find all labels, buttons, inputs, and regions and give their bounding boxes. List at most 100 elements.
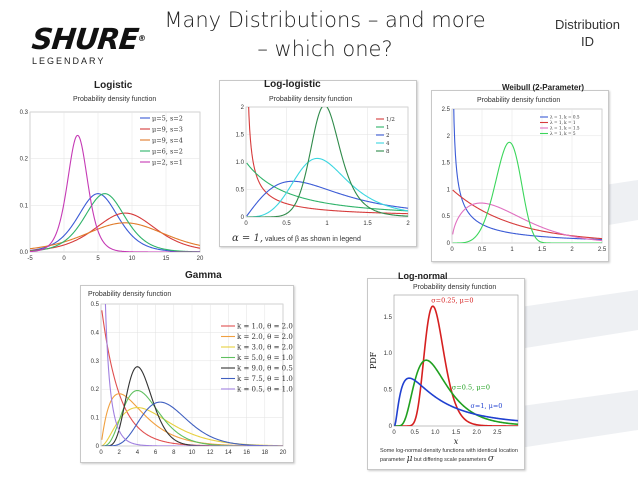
series-label: σ=1, μ=0 xyxy=(470,402,502,410)
x-tick-label: 20 xyxy=(197,256,204,262)
y-tick-label: 0 xyxy=(447,241,451,247)
x-tick-label: 4 xyxy=(136,450,140,456)
weibull-plot: 0 0.5 1 1.5 2 2.5 0 0.5 1 1.5 2 2.5 λ = 1, k = 0.5 λ … xyxy=(432,105,608,259)
x-tick-label: 1.5 xyxy=(538,247,547,253)
y-tick-label: 0.5 xyxy=(384,388,393,394)
loglogistic-title: Log-logistic xyxy=(264,79,321,90)
corner-label: Distribution ID xyxy=(540,16,635,50)
y-tick-label: 0.0 xyxy=(20,250,29,256)
x-tick-label: 10 xyxy=(189,450,196,456)
legend-label: k = 3.0, θ = 2.0 xyxy=(237,343,293,351)
series-line xyxy=(30,212,200,252)
weibull-chart: 0 0.5 1 1.5 2 2.500.511.522.5λ = 1, k = 0.5λ … xyxy=(442,107,607,253)
series-line xyxy=(30,134,200,252)
y-tick-label: 0.1 xyxy=(91,416,100,422)
x-tick-label: 0 xyxy=(392,430,396,436)
caption-rest: values of β as shown in legend xyxy=(264,236,361,243)
x-tick-label: 1.5 xyxy=(452,430,461,436)
x-tick-label: 14 xyxy=(225,450,232,456)
lognormal-header: Probability density function xyxy=(413,284,497,291)
gamma-title: Gamma xyxy=(185,270,222,281)
series-line xyxy=(453,109,602,241)
series-label: σ=0.5, μ=0 xyxy=(452,384,490,392)
loglogistic-header: Probability density function xyxy=(269,96,353,103)
gamma-header: Probability density function xyxy=(88,291,172,298)
legend-label: k = 5.0, θ = 1.0 xyxy=(237,354,293,362)
corner-line-1: Distribution xyxy=(554,17,621,32)
series-line xyxy=(452,141,602,243)
legend-label: λ = 1, k = 1.5 xyxy=(550,125,580,130)
lognormal-title: Log-normal xyxy=(398,271,448,281)
x-tick-label: 0 xyxy=(244,221,248,227)
x-tick-label: -5 xyxy=(27,256,33,262)
legend-label: 1 xyxy=(386,125,390,131)
legend-label: k = 2.0, θ = 2.0 xyxy=(237,333,293,341)
y-tick-label: 0.5 xyxy=(442,214,451,220)
x-tick-label: 0 xyxy=(450,247,454,253)
x-tick-label: 10 xyxy=(129,256,136,262)
y-tick-label: 1.0 xyxy=(384,351,393,357)
y-tick-label: 2.5 xyxy=(442,107,451,113)
logistic-plot: -5 0 5 10 15 20 0.0 0.1 0.2 0.3 μ=5, s=2 μ=9, s=3 μ=… xyxy=(8,104,208,266)
legend-label: λ = 1, k = 0.5 xyxy=(550,114,580,119)
series-line xyxy=(246,157,408,217)
legend-label: λ = 1, k = 1 xyxy=(550,120,576,125)
legend-label: 8 xyxy=(386,149,390,155)
x-tick-label: 2 xyxy=(118,450,122,456)
y-tick-label: 1 xyxy=(447,187,451,193)
series-line xyxy=(452,202,602,242)
x-tick-label: 2 xyxy=(570,247,574,253)
logo-tagline: LEGENDARY xyxy=(32,56,106,66)
x-tick-label: 8 xyxy=(172,450,176,456)
y-tick-label: 0.3 xyxy=(91,359,100,365)
legend-label: k = 0.5, θ = 1.0 xyxy=(237,385,293,393)
loglogistic-chart: 0 0.5 1 1.5 2 0 0.5 1.0 1.5 2 1/2 1 2 4 8 xyxy=(236,105,411,227)
y-tick-label: 1.5 xyxy=(236,133,245,139)
y-tick-label: 0.3 xyxy=(20,110,29,116)
legend-label: 4 xyxy=(386,141,390,147)
caption-alpha: α = 1, xyxy=(232,233,264,244)
series-line xyxy=(101,366,283,446)
gamma-panel: Gamma Probability density function 0 2 4 6 8… xyxy=(80,270,294,463)
lognormal-caption: Some log-normal density functions with i… xyxy=(380,447,518,464)
logo-reg: ® xyxy=(137,34,146,43)
x-tick-label: 0.5 xyxy=(282,221,291,227)
series-line xyxy=(30,222,200,250)
legend-label: μ=5, s=2 xyxy=(152,114,183,122)
y-tick-label: 0.5 xyxy=(91,302,100,308)
loglogistic-panel: Log-logistic Probability density functio… xyxy=(219,79,417,247)
gamma-plot: 0 2 4 6 8 10 12 14 16 18 20 0 0.1 0.2 0.3 0.4 0.5 k = 1.0… xyxy=(81,300,293,460)
x-tick-label: 1 xyxy=(510,247,514,253)
weibull-panel: Weibull (2-Parameter) Probability densit… xyxy=(431,83,609,262)
series-line xyxy=(246,107,408,217)
legend-label: k = 7.5, θ = 1.0 xyxy=(237,375,293,383)
weibull-title: Weibull (2-Parameter) xyxy=(502,83,585,92)
series-line xyxy=(452,189,602,240)
series-line xyxy=(104,304,283,446)
legend-label: μ=2, s=1 xyxy=(152,158,183,166)
x-tick-label: 2.5 xyxy=(493,430,502,436)
x-tick-label: 0.5 xyxy=(410,430,419,436)
legend-label: k = 9.0, θ = 0.5 xyxy=(237,364,293,372)
logistic-title: Logistic xyxy=(94,80,133,91)
x-tick-label: 16 xyxy=(243,450,250,456)
x-tick-label: 2.0 xyxy=(472,430,481,436)
loglogistic-plot: 0 0.5 1 1.5 2 0 0.5 1.0 1.5 2 1/2 1 2 4 8 xyxy=(220,103,416,231)
legend-label: 2 xyxy=(386,133,390,139)
x-tick-label: 18 xyxy=(261,450,268,456)
series-label: σ=0.25, μ=0 xyxy=(431,296,473,304)
legend-label: k = 1.0, θ = 2.0 xyxy=(237,322,293,330)
y-tick-label: 0.2 xyxy=(91,387,100,393)
y-tick-label: 0 xyxy=(96,444,100,450)
gamma-chart: 0 2 4 6 8 10 12 14 16 18 20 0 0.1 0.2 0.3 0.4 0.5 k = 1.0… xyxy=(91,302,293,456)
x-tick-label: 15 xyxy=(163,256,170,262)
x-tick-label: 0 xyxy=(99,450,103,456)
lognormal-plot: 0 0.5 1.0 1.5 2.0 2.5 0 0.5 1.0 1.5 σ=0.25, μ=0 σ=0… xyxy=(368,291,524,446)
series-line xyxy=(394,377,518,426)
y-tick-label: 2 xyxy=(241,105,245,111)
logistic-panel: Logistic Probability density function -5… xyxy=(8,76,208,266)
y-tick-label: 0.4 xyxy=(91,330,100,336)
y-tick-label: 0 xyxy=(389,424,393,430)
corner-line-2: ID xyxy=(581,34,594,49)
y-axis-label: PDF xyxy=(369,351,378,369)
